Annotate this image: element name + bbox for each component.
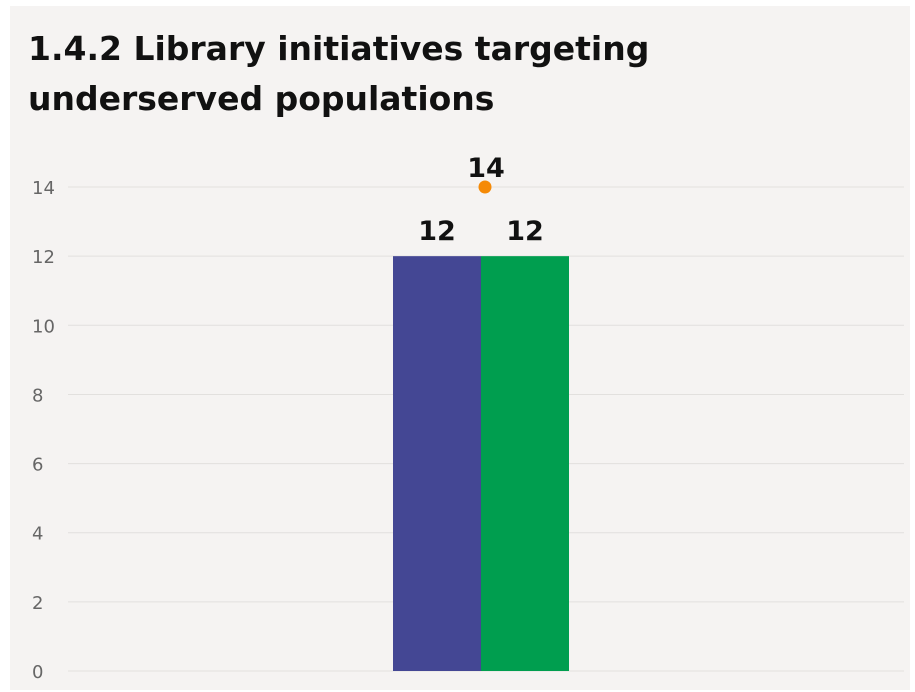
y-tick-label: 0 bbox=[32, 662, 43, 683]
chart-title: 1.4.2 Library initiatives targeting unde… bbox=[28, 29, 650, 118]
target-point bbox=[478, 180, 492, 194]
y-tick-label: 10 bbox=[32, 316, 55, 337]
y-tick-label: 12 bbox=[32, 247, 55, 268]
y-tick-label: 8 bbox=[32, 385, 43, 406]
data-label: 12 bbox=[418, 216, 456, 247]
y-tick-label: 2 bbox=[32, 593, 43, 614]
y-tick-label: 14 bbox=[32, 178, 55, 199]
bar bbox=[481, 256, 569, 671]
data-label: 12 bbox=[506, 216, 544, 247]
y-tick-label: 4 bbox=[32, 524, 43, 545]
data-label: 14 bbox=[467, 153, 505, 184]
bar bbox=[393, 256, 481, 671]
y-tick-label: 6 bbox=[32, 455, 43, 476]
